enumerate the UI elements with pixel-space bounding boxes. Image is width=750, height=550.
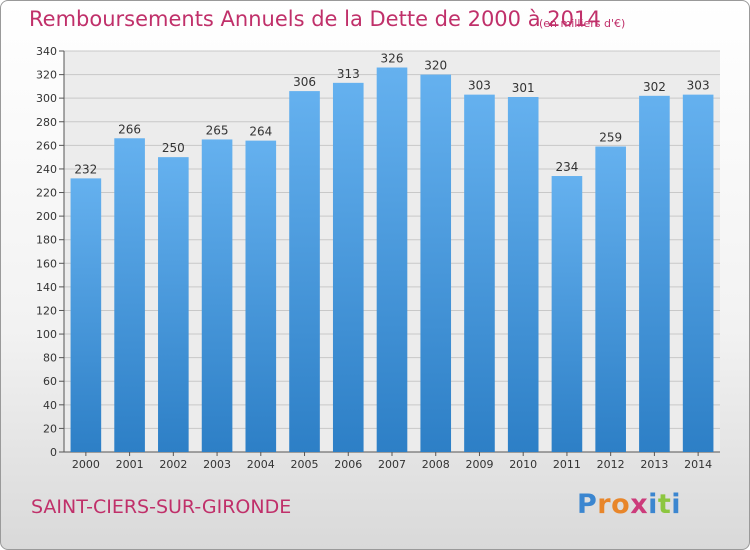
y-tick-label: 300 [36, 92, 57, 105]
logo-letter: i [671, 489, 682, 520]
logo-letter: i [648, 489, 658, 520]
data-label: 303 [687, 79, 710, 93]
x-tick-label: 2009 [465, 458, 493, 471]
x-tick-label: 2000 [72, 458, 100, 471]
y-tick-label: 140 [36, 281, 57, 294]
x-tick-label: 2014 [684, 458, 712, 471]
data-label: 264 [249, 125, 272, 139]
y-tick-label: 120 [36, 304, 57, 317]
bar [332, 82, 364, 452]
data-label: 265 [206, 123, 229, 137]
bar [70, 178, 102, 452]
data-label: 232 [74, 162, 97, 176]
data-label: 306 [293, 75, 316, 89]
data-label: 266 [118, 122, 141, 136]
bar [595, 146, 626, 452]
bar [551, 176, 583, 453]
bar [507, 96, 539, 452]
y-tick-label: 320 [36, 69, 57, 82]
x-tick-label: 2007 [378, 458, 406, 471]
x-tick-label: 2003 [203, 458, 231, 471]
data-label: 234 [555, 160, 578, 174]
bars [70, 67, 714, 453]
data-label: 259 [599, 131, 622, 145]
data-label: 326 [381, 52, 404, 66]
bar [420, 74, 452, 453]
bar [201, 139, 233, 453]
x-tick-label: 2010 [509, 458, 537, 471]
data-label: 313 [337, 67, 360, 81]
x-tick-label: 2011 [553, 458, 581, 471]
x-tick-label: 2006 [334, 458, 362, 471]
y-tick-label: 0 [50, 446, 57, 459]
bar [639, 95, 670, 452]
x-tick-label: 2001 [116, 458, 144, 471]
data-label: 302 [643, 80, 666, 94]
bar [114, 138, 145, 452]
chart-unit: (en milliers d'€) [539, 17, 626, 30]
logo-letter: x [630, 489, 649, 520]
data-label: 320 [424, 59, 447, 73]
y-tick-label: 80 [43, 352, 57, 365]
logo-letter: o [611, 489, 631, 520]
bar [376, 67, 408, 452]
y-tick-label: 180 [36, 234, 57, 247]
data-label: 303 [468, 79, 491, 93]
y-tick-label: 20 [43, 422, 57, 435]
y-tick-label: 200 [36, 210, 57, 223]
y-tick-label: 40 [43, 399, 57, 412]
x-tick-label: 2008 [422, 458, 450, 471]
logo-letter: t [657, 489, 672, 520]
logo-letter: r [597, 489, 612, 520]
proxiti-logo: Proxiti [577, 489, 681, 520]
y-tick-label: 60 [43, 375, 57, 388]
chart-title: Remboursements Annuels de la Dette de 20… [29, 7, 601, 31]
data-label: 250 [162, 141, 185, 155]
x-tick-label: 2013 [640, 458, 668, 471]
x-tick-label: 2012 [597, 458, 625, 471]
logo-letter: P [577, 489, 598, 520]
y-tick-label: 220 [36, 187, 57, 200]
y-tick-label: 260 [36, 139, 57, 152]
bar [464, 94, 495, 452]
y-tick-label: 280 [36, 116, 57, 129]
data-label: 301 [512, 81, 535, 95]
bar [289, 91, 320, 452]
y-tick-label: 160 [36, 257, 57, 270]
y-tick-label: 240 [36, 163, 57, 176]
city-name: SAINT-CIERS-SUR-GIRONDE [31, 496, 292, 518]
bar [682, 94, 714, 452]
x-tick-label: 2002 [159, 458, 187, 471]
y-tick-label: 100 [36, 328, 57, 341]
labels: 0 20 40 60 80 100 120 140 160 180 200 220 240 260 280 3… [36, 45, 712, 471]
bar [158, 157, 189, 452]
y-tick-label: 340 [36, 45, 57, 58]
x-tick-label: 2004 [247, 458, 275, 471]
bar [245, 140, 277, 452]
x-tick-label: 2005 [291, 458, 319, 471]
